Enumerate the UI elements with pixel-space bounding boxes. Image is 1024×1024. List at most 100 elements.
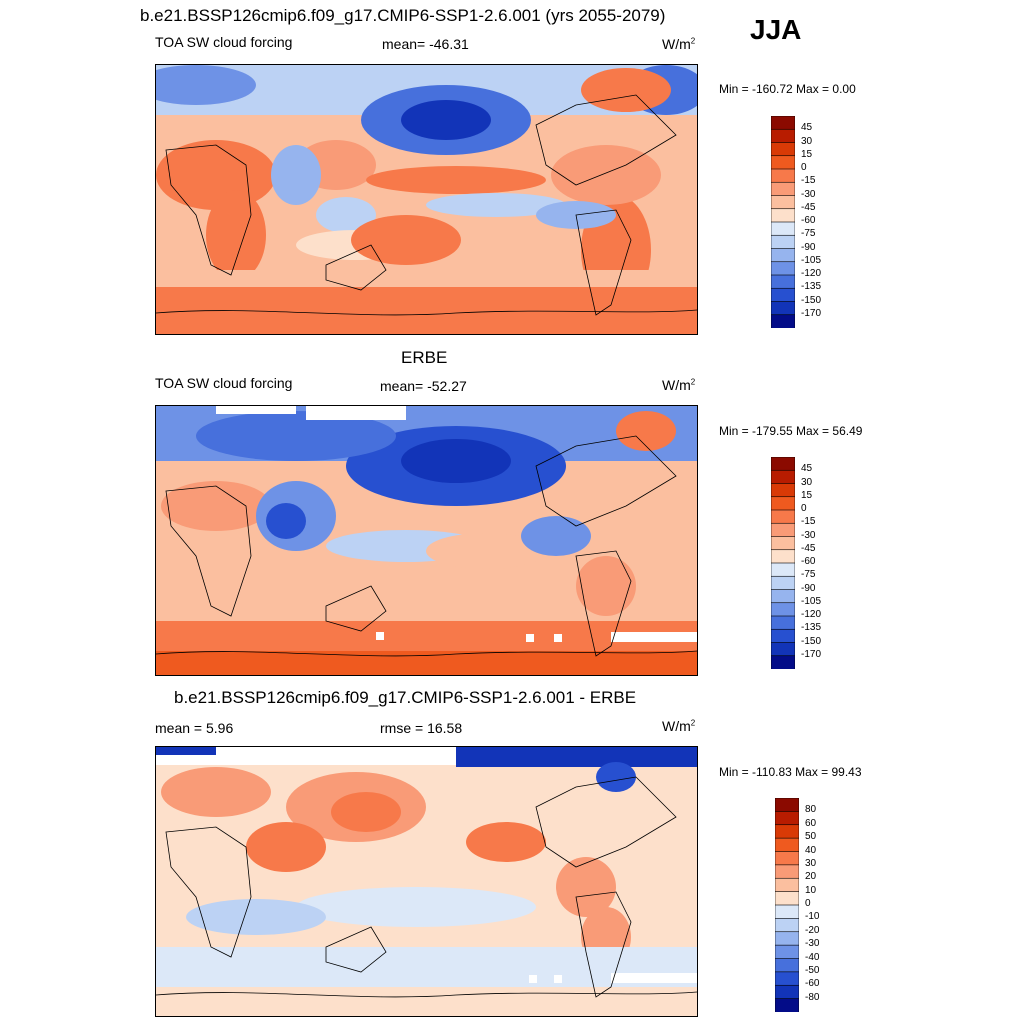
colorbar-swatch	[774, 958, 800, 973]
colorbar-swatch	[770, 536, 796, 551]
colorbar-tick-label: 40	[805, 844, 817, 856]
panel2-units: W/m2	[662, 377, 696, 393]
colorbar-tick-label: 0	[801, 503, 807, 514]
colorbar-swatch	[770, 562, 796, 577]
colorbar-tick-label: -135	[801, 281, 822, 293]
panel3-minmax: Min = -110.83 Max = 99.43	[719, 765, 862, 779]
colorbar-swatch	[770, 208, 796, 223]
colorbar-swatch	[770, 575, 796, 591]
panel1-mean-label: mean= -46.31	[382, 36, 469, 52]
colorbar-tick-label: -170	[801, 648, 822, 660]
colorbar-tick-label: -150	[801, 635, 822, 647]
colorbar-swatch	[770, 301, 796, 316]
colorbar-tick-label: 45	[801, 463, 813, 475]
colorbar-swatch	[770, 469, 796, 485]
panel3-colorbar	[774, 797, 800, 1013]
colorbar-tick-label: 15	[801, 489, 813, 501]
panel3-rmse-label: rmse = 16.58	[380, 720, 463, 736]
panel1-variable-label: TOA SW cloud forcing	[155, 34, 293, 50]
panel3-units: W/m2	[662, 718, 696, 734]
colorbar-swatch	[770, 615, 796, 630]
colorbar-swatch	[774, 918, 800, 933]
colorbar-tick-label: -75	[801, 228, 816, 240]
colorbar-tick-label: 0	[801, 162, 807, 173]
colorbar-tick-label: -120	[801, 609, 822, 620]
colorbar-swatch	[770, 509, 796, 524]
colorbar-swatch	[770, 195, 796, 210]
colorbar-swatch	[774, 971, 800, 986]
colorbar-swatch	[770, 128, 796, 144]
panel1-units: W/m2	[662, 36, 696, 52]
panel3-title: b.e21.BSSP126cmip6.f09_g17.CMIP6-SSP1-2.…	[174, 688, 637, 707]
colorbar-tick-label: 15	[801, 148, 813, 160]
colorbar-swatch	[770, 628, 796, 644]
colorbar-tick-label: -30	[801, 188, 816, 200]
colorbar-tick-label: 30	[805, 857, 817, 869]
colorbar-swatch	[770, 496, 796, 511]
colorbar-tick-label: 45	[801, 122, 813, 134]
colorbar-tick-label: 0	[805, 898, 811, 909]
panel3-mean-label: mean = 5.96	[155, 720, 234, 736]
panel2-map-field	[156, 406, 697, 675]
colorbar-swatch	[770, 642, 796, 657]
panel1-map	[155, 64, 698, 335]
colorbar-tick-label: -80	[805, 991, 820, 1003]
colorbar-swatch	[770, 142, 796, 157]
colorbar-swatch	[774, 904, 800, 919]
colorbar-tick-label: 10	[805, 884, 817, 896]
colorbar-swatch	[770, 522, 796, 538]
colorbar-swatch	[774, 797, 800, 812]
colorbar-swatch	[770, 456, 796, 471]
colorbar-swatch	[770, 115, 796, 130]
colorbar-swatch	[770, 274, 796, 289]
colorbar-tick-label: -75	[801, 569, 816, 581]
panel3-map-field	[156, 747, 697, 1016]
colorbar-tick-label: -105	[801, 254, 822, 266]
colorbar-swatch	[770, 248, 796, 263]
panel1-colorbar	[770, 115, 796, 329]
colorbar-swatch	[770, 181, 796, 197]
colorbar-swatch	[774, 877, 800, 893]
panel2-variable-label: TOA SW cloud forcing	[155, 375, 293, 391]
colorbar-tick-label: -90	[801, 582, 816, 594]
colorbar-swatch	[770, 287, 796, 303]
colorbar-tick-label: 60	[805, 817, 817, 829]
colorbar-tick-label: -15	[801, 516, 816, 528]
panel2-map	[155, 405, 698, 676]
colorbar-swatch	[770, 589, 796, 604]
colorbar-tick-label: -15	[801, 175, 816, 187]
colorbar-swatch	[770, 221, 796, 236]
colorbar-tick-label: -60	[805, 978, 820, 990]
colorbar-tick-label: -105	[801, 595, 822, 607]
colorbar-tick-label: -50	[805, 964, 820, 976]
colorbar-swatch	[774, 824, 800, 839]
colorbar-tick-label: -120	[801, 268, 822, 279]
colorbar-swatch	[770, 483, 796, 498]
colorbar-tick-label: -135	[801, 622, 822, 634]
panel3-map	[155, 746, 698, 1017]
colorbar-swatch	[770, 655, 796, 670]
panel1-title: b.e21.BSSP126cmip6.f09_g17.CMIP6-SSP1-2.…	[140, 6, 666, 25]
colorbar-swatch	[774, 931, 800, 946]
panel2-title: ERBE	[401, 348, 448, 367]
colorbar-swatch	[770, 168, 796, 183]
colorbar-tick-label: 80	[805, 804, 817, 816]
colorbar-swatch	[774, 944, 800, 960]
colorbar-tick-label: -150	[801, 294, 822, 306]
colorbar-swatch	[770, 155, 796, 170]
panel1-minmax: Min = -160.72 Max = 0.00	[719, 82, 856, 96]
colorbar-tick-label: -60	[801, 556, 816, 567]
panel2-colorbar-swatches	[770, 456, 796, 670]
colorbar-swatch	[770, 234, 796, 250]
colorbar-swatch	[774, 998, 800, 1013]
colorbar-swatch	[774, 811, 800, 826]
colorbar-tick-label: -20	[805, 924, 820, 936]
colorbar-tick-label: -45	[801, 542, 816, 554]
colorbar-tick-label: -170	[801, 307, 822, 319]
colorbar-tick-label: 30	[801, 135, 813, 147]
colorbar-tick-label: 20	[805, 871, 817, 883]
panel2-minmax: Min = -179.55 Max = 56.49	[719, 424, 863, 438]
colorbar-tick-label: -10	[805, 911, 820, 923]
colorbar-swatch	[770, 602, 796, 617]
season-label: JJA	[750, 14, 802, 45]
